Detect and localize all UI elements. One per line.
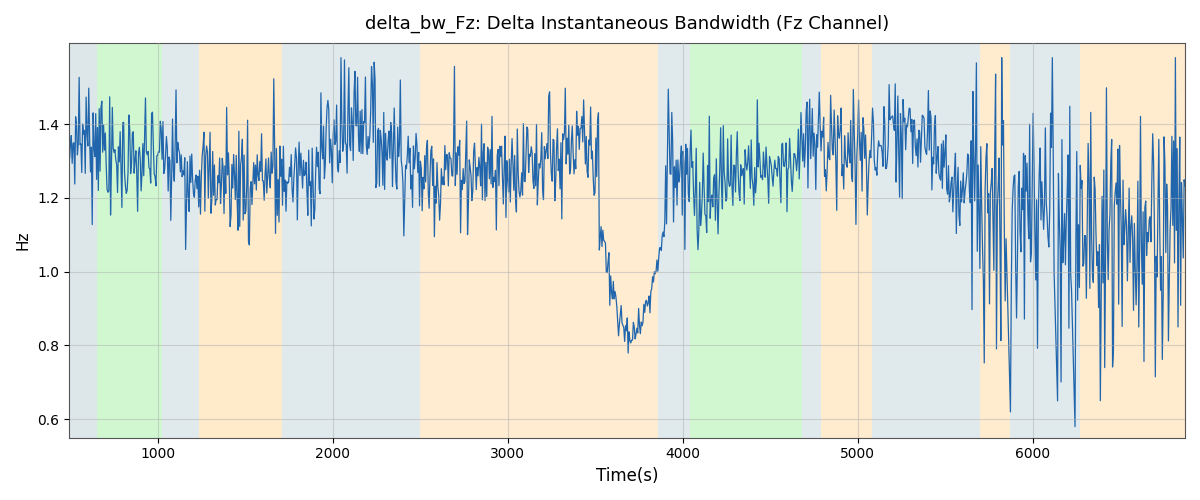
Bar: [68, 43, 97, 438]
Bar: [821, 43, 871, 438]
Bar: [659, 43, 690, 438]
Bar: [162, 43, 199, 438]
Bar: [690, 43, 802, 438]
Bar: [1010, 43, 1080, 438]
Title: delta_bw_Fz: Delta Instantaneous Bandwidth (Fz Channel): delta_bw_Fz: Delta Instantaneous Bandwid…: [365, 15, 889, 34]
Bar: [871, 43, 980, 438]
Bar: [1080, 43, 1186, 438]
Bar: [802, 43, 821, 438]
Bar: [420, 43, 659, 438]
X-axis label: Time(s): Time(s): [595, 467, 658, 485]
Bar: [199, 43, 282, 438]
Bar: [980, 43, 1010, 438]
Bar: [97, 43, 162, 438]
Bar: [282, 43, 420, 438]
Y-axis label: Hz: Hz: [16, 230, 30, 250]
